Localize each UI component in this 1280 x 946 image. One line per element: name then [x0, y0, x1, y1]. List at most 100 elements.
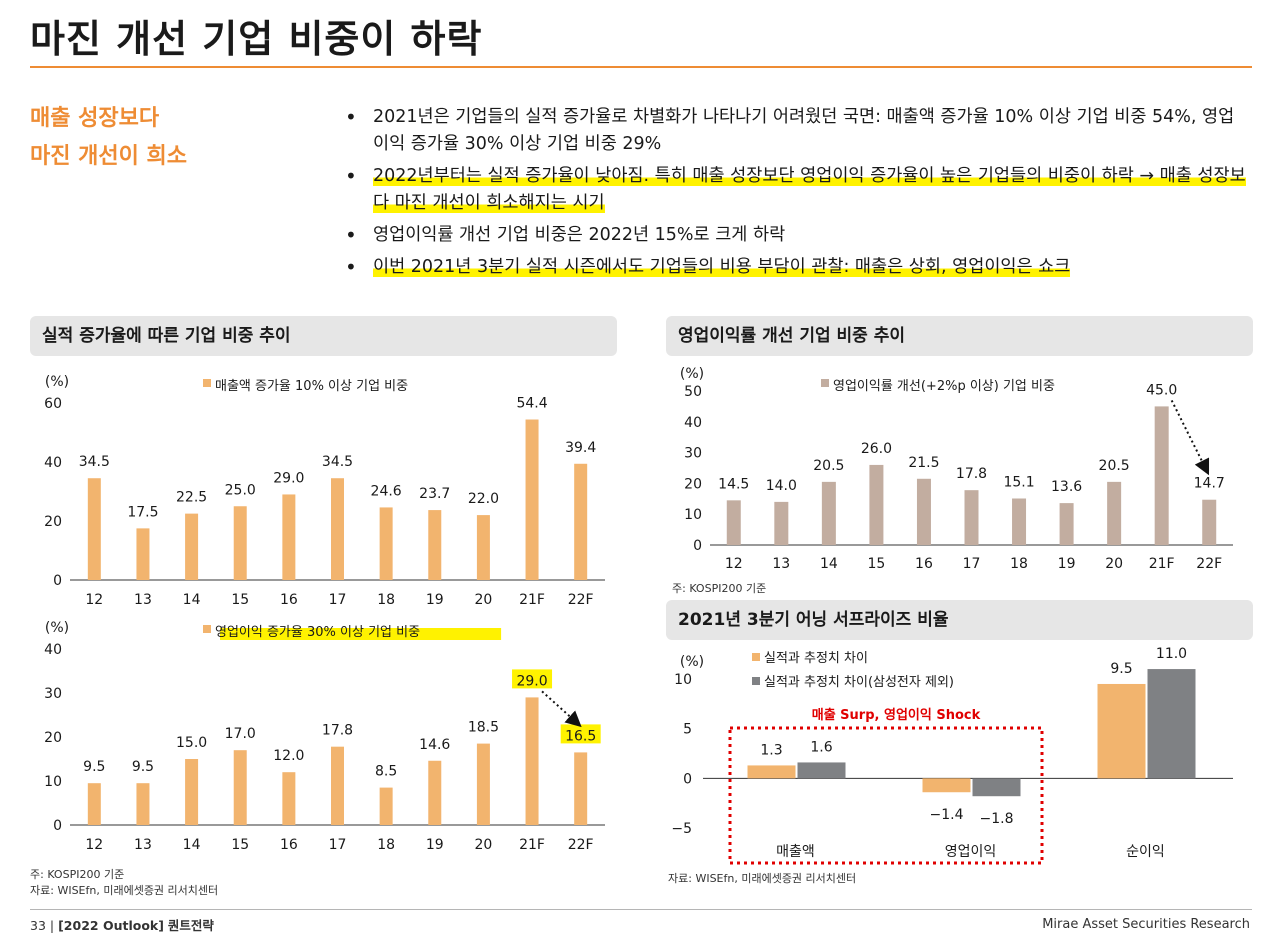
- y-tick-label: 10: [684, 507, 702, 523]
- title-divider: [30, 66, 1252, 68]
- x-tick-label: 15: [867, 556, 885, 572]
- legend-swatch: [752, 653, 760, 661]
- y-tick-label: 0: [53, 818, 62, 834]
- highlight-box: [728, 726, 1044, 865]
- note-basis: 주: KOSPI200 기준: [30, 868, 125, 881]
- data-label: 21.5: [908, 455, 939, 471]
- data-label: 15.0: [176, 735, 207, 751]
- data-label: 15.1: [1003, 474, 1034, 490]
- legend-label: 실적과 추정치 차이(삼성전자 제외): [764, 675, 954, 690]
- y-tick-label: 0: [53, 573, 62, 589]
- y-tick-label: 10: [44, 774, 62, 790]
- data-label: 45.0: [1146, 382, 1177, 398]
- data-label: 29.0: [273, 470, 304, 486]
- unit-label: (%): [45, 620, 69, 636]
- footer-brand: Mirae Asset Securities Research: [1042, 917, 1250, 932]
- x-tick-label: 14: [183, 837, 201, 853]
- panel-right-top-header: 영업이익률 개선 기업 비중 추이: [666, 316, 1253, 356]
- x-tick-label: 순이익: [1126, 844, 1165, 860]
- x-tick-label: 20: [474, 592, 492, 608]
- y-tick-label: 40: [44, 455, 62, 471]
- data-label: 34.5: [322, 454, 353, 470]
- footer-section: 퀀트전략: [167, 918, 214, 933]
- data-label: 22.0: [468, 491, 499, 507]
- x-tick-label: 13: [134, 837, 152, 853]
- y-tick-label: 10: [674, 672, 692, 688]
- bullet-item: 2021년은 기업들의 실적 증가율로 차별화가 나타나기 어려웠던 국면: 매…: [340, 104, 1250, 158]
- data-label: 14.6: [419, 737, 450, 753]
- x-tick-label: 12: [85, 837, 103, 853]
- data-label: 23.7: [419, 486, 450, 502]
- bar: [331, 478, 344, 580]
- bar: [87, 783, 101, 825]
- x-tick-label: 15: [231, 837, 249, 853]
- bar: [726, 500, 741, 545]
- x-tick-label: 17: [329, 592, 347, 608]
- x-tick-label: 14: [820, 556, 838, 572]
- data-label: 29.0: [516, 673, 547, 689]
- legend-highlight: [220, 628, 502, 640]
- bar: [747, 765, 796, 779]
- bullet-text-highlighted: 이번 2021년 3분기 실적 시즌에서도 기업들의 비용 부담이 관찰: 매출…: [373, 257, 1071, 277]
- bar: [476, 515, 490, 580]
- y-tick-label: 40: [684, 415, 702, 431]
- x-tick-label: 17: [329, 837, 347, 853]
- bar: [972, 778, 1021, 797]
- x-tick-label: 18: [377, 837, 395, 853]
- data-label: 34.5: [79, 454, 110, 470]
- bullet-text: 2021년은 기업들의 실적 증가율로 차별화가 나타나기 어려웠던 국면: 매…: [373, 107, 1235, 154]
- bar: [379, 787, 393, 825]
- bar: [185, 759, 199, 825]
- data-label: 14.5: [718, 476, 749, 492]
- y-tick-label: 20: [44, 514, 62, 530]
- data-label: 17.5: [127, 504, 158, 520]
- tagline-line-2: 마진 개선이 희소: [30, 144, 187, 169]
- legend-swatch: [752, 677, 760, 685]
- y-tick-label: 60: [44, 396, 62, 412]
- legend-label: 매출액 증가율 10% 이상 기업 비중: [215, 379, 408, 394]
- trend-arrow: [541, 690, 582, 728]
- data-label: 1.6: [810, 739, 832, 755]
- data-label: 54.4: [516, 396, 547, 412]
- panel-right-bottom-header: 2021년 3분기 어닝 서프라이즈 비율: [666, 600, 1253, 640]
- bar: [185, 513, 199, 580]
- bullet-text: 영업이익률 개선 기업 비중은 2022년 15%로 크게 하락: [373, 225, 786, 245]
- x-tick-label: 15: [231, 592, 249, 608]
- data-label: 20.5: [813, 458, 844, 474]
- data-label: 18.5: [468, 720, 499, 736]
- bar: [136, 528, 150, 580]
- data-label-highlight: [560, 724, 601, 744]
- x-tick-label: 22F: [1196, 556, 1222, 572]
- y-tick-label: 0: [683, 771, 692, 787]
- data-label: 12.0: [273, 748, 304, 764]
- page-title: 마진 개선 기업 비중이 하락: [30, 17, 483, 61]
- footer-left: 33 | [2022 Outlook] 퀀트전략: [30, 915, 214, 934]
- footer-separator: |: [49, 918, 55, 933]
- x-tick-label: 19: [426, 592, 444, 608]
- legend-label: 영업이익 증가율 30% 이상 기업 비중: [215, 625, 420, 640]
- y-tick-label: 20: [44, 730, 62, 746]
- y-tick-label: 30: [44, 686, 62, 702]
- x-tick-label: 영업이익: [945, 844, 997, 860]
- x-tick-label: 19: [1058, 556, 1076, 572]
- bar: [869, 464, 884, 545]
- bar: [282, 772, 296, 825]
- data-label: 8.5: [375, 764, 397, 780]
- data-label: 1.3: [760, 742, 782, 758]
- x-tick-label: 21F: [519, 592, 545, 608]
- unit-label: (%): [680, 366, 704, 382]
- bar: [821, 481, 836, 545]
- bar: [525, 419, 539, 580]
- legend-swatch: [203, 625, 211, 633]
- bar: [525, 697, 539, 825]
- x-tick-label: 12: [725, 556, 743, 572]
- x-tick-label: 16: [280, 592, 298, 608]
- footer-divider: [30, 909, 1252, 910]
- y-tick-label: 0: [693, 538, 702, 554]
- note-source-right: 자료: WISEfn, 미래에셋증권 리서치센터: [668, 872, 857, 885]
- x-tick-label: 21F: [519, 837, 545, 853]
- x-tick-label: 14: [183, 592, 201, 608]
- x-tick-label: 17: [963, 556, 981, 572]
- bar: [1154, 406, 1169, 545]
